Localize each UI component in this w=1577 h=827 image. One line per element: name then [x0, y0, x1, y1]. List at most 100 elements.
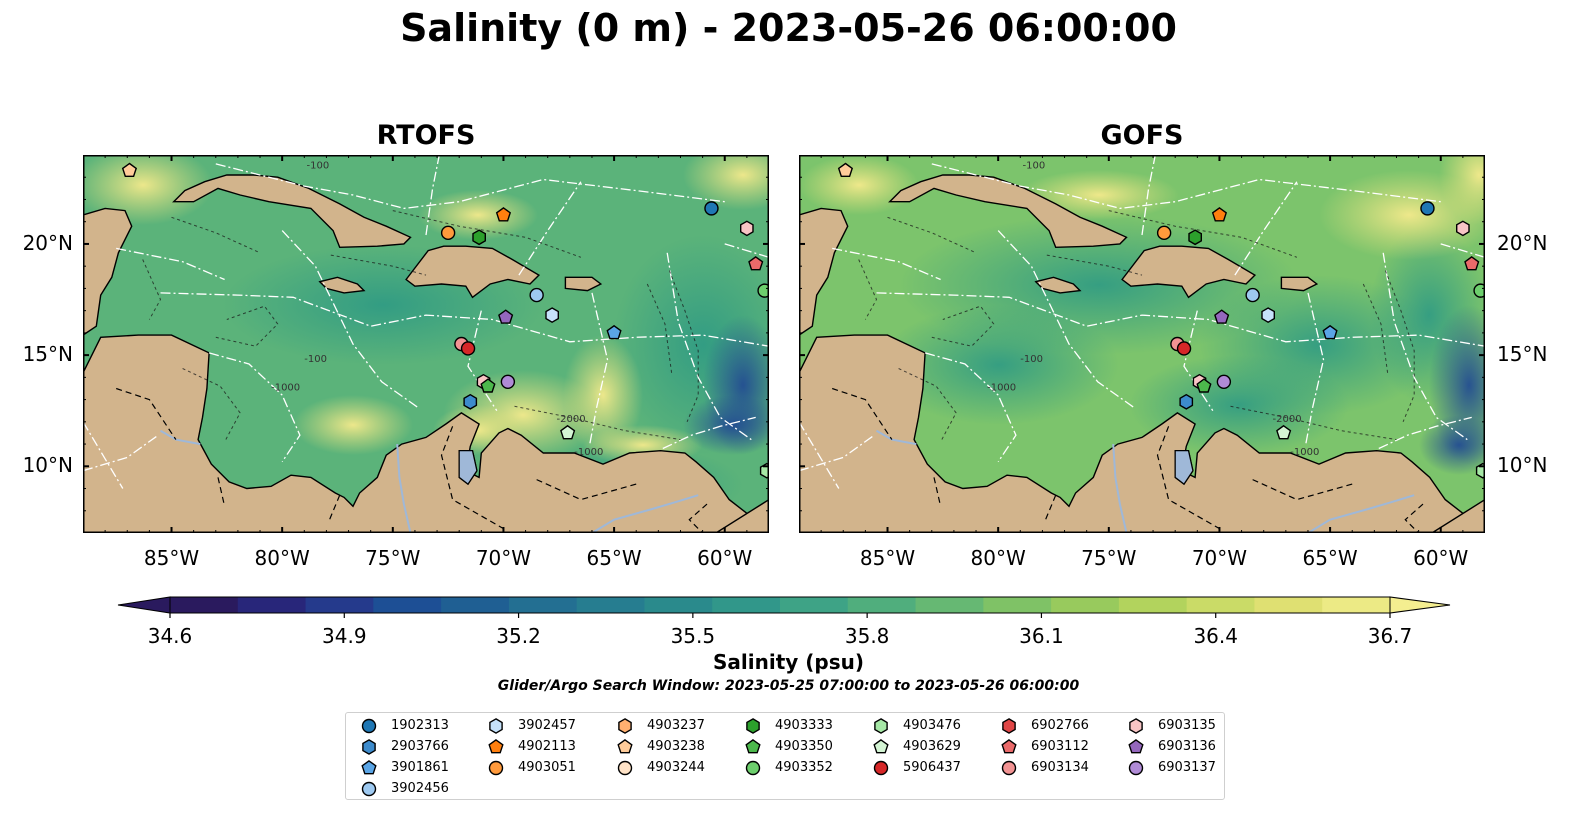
- legend-marker: [362, 738, 376, 755]
- float-marker-2903766: [463, 393, 478, 410]
- lat-tick-label: 15°N: [22, 342, 73, 367]
- bathymetry-contour: [514, 405, 681, 441]
- bathymetry-contour: [668, 270, 699, 422]
- float-marker-4903238: [837, 162, 854, 177]
- eez-boundary: [116, 247, 225, 281]
- legend-marker: [874, 717, 888, 734]
- circle-marker-icon: [873, 760, 889, 775]
- bathymetry-contour: [142, 259, 162, 320]
- eez-boundary: [518, 181, 582, 276]
- lon-tick-label: 85°W: [143, 546, 200, 570]
- float-marker-1902313: [1420, 201, 1435, 216]
- river-line: [1112, 444, 1128, 533]
- hexagon-marker-icon: [489, 717, 503, 734]
- legend-marker: [488, 760, 504, 775]
- colorbar-segment: [441, 597, 510, 613]
- country-border: [328, 494, 341, 523]
- legend-marker: [873, 738, 889, 753]
- circle-marker-icon: [361, 718, 377, 733]
- eez-boundary: [1305, 292, 1325, 445]
- river-line: [396, 444, 412, 533]
- legend-marker: [617, 738, 633, 753]
- legend-marker: [488, 738, 504, 753]
- bathymetry-contour: [1108, 210, 1298, 258]
- legend-marker: [1001, 760, 1017, 775]
- map-frame: [799, 155, 1485, 533]
- pentagon-marker-icon: [873, 738, 889, 753]
- circle-marker-icon: [361, 781, 377, 796]
- colorbar: [117, 596, 1451, 618]
- float-marker-4903238: [121, 162, 138, 177]
- bathymetry-contour: [392, 210, 582, 258]
- lat-tick-label: 15°N: [1497, 342, 1548, 367]
- hexagon-marker-icon: [618, 717, 632, 734]
- colorbar-tick-label: 35.5: [670, 624, 716, 648]
- float-marker-4903333: [1188, 229, 1202, 246]
- legend-item: 3901861: [360, 757, 449, 778]
- legend-label: 2903766: [391, 739, 449, 754]
- colorbar-tick-label: 34.9: [322, 624, 367, 648]
- eez-boundary: [931, 163, 1441, 210]
- lat-tick-label: 20°N: [1497, 230, 1548, 255]
- float-marker-6903136: [498, 309, 514, 324]
- colorbar-segment: [1322, 597, 1391, 613]
- legend-item: 3902457: [487, 715, 576, 736]
- float-marker-6903135: [1456, 220, 1470, 237]
- legend-label: 4903244: [647, 760, 705, 775]
- legend-label: 6903134: [1031, 760, 1089, 775]
- eez-boundary: [589, 292, 609, 445]
- colorbar-tick-label: 35.8: [844, 624, 890, 648]
- lon-tick-label: 80°W: [970, 546, 1026, 570]
- lat-tick-label: 10°N: [22, 453, 73, 478]
- float-marker-3901861: [1322, 324, 1338, 340]
- river-line: [1307, 494, 1415, 533]
- legend-item: 5906437: [872, 757, 961, 778]
- float-marker-1902313: [704, 201, 719, 216]
- legend-marker: [489, 717, 503, 734]
- legend-label: 4903333: [775, 718, 833, 733]
- pentagon-marker-icon: [745, 738, 761, 753]
- lon-tick-label: 75°W: [365, 546, 421, 570]
- contour-label: -100: [307, 160, 330, 171]
- eez-boundary: [876, 292, 1485, 347]
- colorbar-frame: [169, 596, 1391, 614]
- legend-label: 1902313: [391, 718, 449, 733]
- float-marker-6903112: [748, 256, 764, 271]
- legend-marker: [1129, 717, 1143, 734]
- legend-item: 6903136: [1127, 736, 1216, 757]
- legend-item: 6902766: [1000, 715, 1089, 736]
- legend-marker: [746, 717, 760, 734]
- legend-item: 1902313: [360, 715, 449, 736]
- eez-boundary: [83, 421, 124, 489]
- legend-item: 6903137: [1127, 757, 1216, 778]
- pentagon-marker-icon: [1128, 738, 1144, 753]
- legend-marker: [1128, 738, 1144, 753]
- land-yucatan: [83, 207, 133, 336]
- pentagon-marker-icon: [488, 738, 504, 753]
- land-hispaniola: [1121, 245, 1257, 299]
- land-yucatan: [799, 207, 849, 336]
- legend-label: 6903136: [1158, 739, 1216, 754]
- float-marker-6903135: [740, 220, 754, 237]
- colorbar-segment: [508, 597, 578, 613]
- legend-marker: [1002, 717, 1016, 734]
- colorbar-tick-label: 36.1: [1019, 624, 1064, 648]
- country-border: [116, 387, 177, 440]
- colorbar-segment: [1118, 597, 1188, 613]
- legend-marker: [361, 759, 377, 774]
- colorbar-tick-label: 36.7: [1367, 624, 1413, 648]
- circle-marker-icon: [1128, 760, 1144, 775]
- land-hispaniola: [405, 245, 541, 299]
- legend-label: 4903051: [518, 760, 576, 775]
- lake-maracaibo: [458, 450, 478, 485]
- legend-label: 4903238: [647, 739, 705, 754]
- float-marker-4903352: [1473, 283, 1485, 298]
- float-marker-4902113: [1211, 207, 1228, 222]
- colorbar-segment: [780, 597, 849, 613]
- bathymetry-contour: [182, 368, 241, 443]
- colorbar-segment: [644, 597, 713, 613]
- lon-tick-label: 60°W: [697, 546, 753, 570]
- country-border: [1044, 494, 1057, 523]
- legend-label: 4903350: [775, 739, 833, 754]
- eez-boundary: [160, 292, 769, 347]
